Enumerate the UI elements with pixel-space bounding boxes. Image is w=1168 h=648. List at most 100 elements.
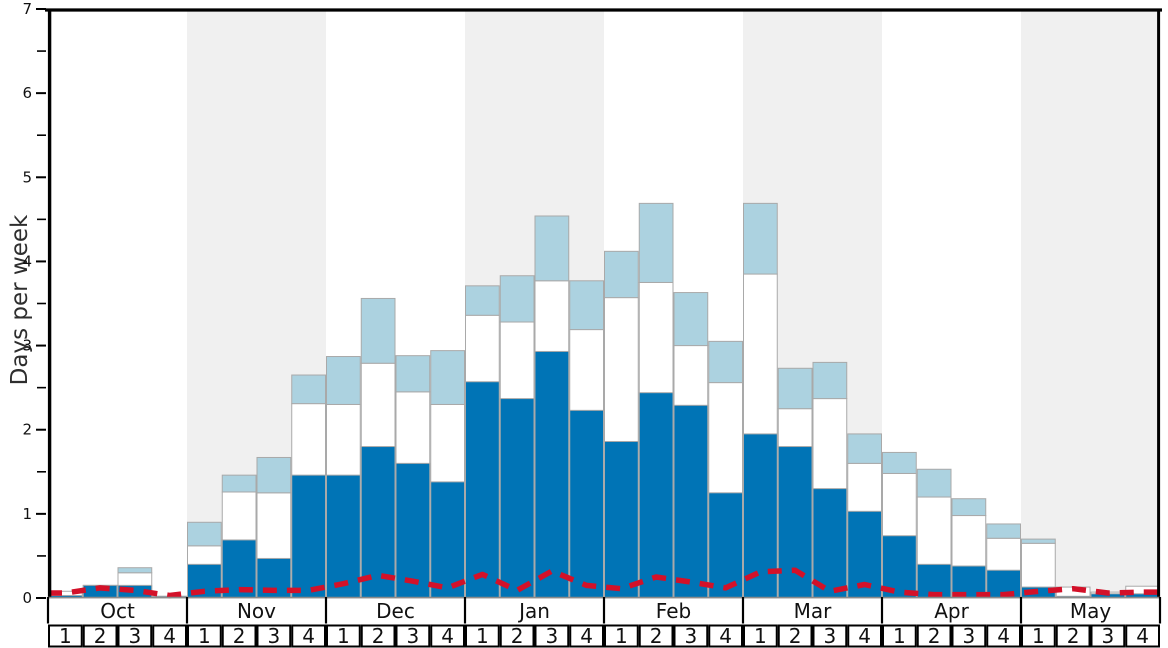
week-label: 2 (928, 624, 941, 648)
week-cell (291, 624, 326, 648)
bar-segment-light-blue (638, 202, 674, 283)
week-label: 2 (233, 624, 246, 648)
bar-segment-light-blue (569, 280, 604, 331)
week-cell (1021, 624, 1056, 648)
bar-segment-light-blue (847, 433, 882, 464)
week-label: 2 (789, 624, 802, 648)
bar-segment-light-blue (534, 215, 570, 282)
y-tick-label: 1 (22, 505, 32, 523)
week-cell (117, 624, 153, 648)
week-cell (1090, 624, 1126, 648)
week-label: 3 (129, 624, 142, 648)
week-cell (152, 624, 187, 648)
bar-segment-light-blue (673, 292, 709, 347)
week-label: 3 (824, 624, 837, 648)
week-label: 2 (511, 624, 524, 648)
bar-segment-dark-blue (499, 398, 535, 599)
week-label: 4 (719, 624, 732, 648)
week-label: 3 (1102, 624, 1115, 648)
bar-segment-dark-blue (673, 404, 709, 599)
red-dashed-line (48, 567, 1160, 599)
week-cell (604, 624, 639, 648)
week-cell (465, 624, 500, 648)
week-cell (430, 624, 465, 648)
bar-segment-light-blue (708, 340, 743, 384)
bar-segment-light-blue (187, 521, 222, 547)
week-cell (777, 624, 813, 648)
month-band (1021, 9, 1160, 598)
week-label: 4 (997, 624, 1010, 648)
bar-segment-light-blue (812, 361, 848, 400)
bar-segment-dark-blue (882, 535, 917, 599)
y-tick-label: 6 (22, 84, 32, 102)
bar-segment-dark-blue (326, 474, 361, 599)
bar-segment-dark-blue (395, 462, 431, 599)
bar-segment-dark-blue (708, 492, 743, 599)
y-tick-label: 4 (22, 252, 32, 270)
week-cell (847, 624, 882, 648)
bar-segment-dark-blue (360, 446, 396, 599)
bar-segment-light-blue (499, 275, 535, 323)
month-label: Oct (100, 599, 135, 623)
y-tick-label: 2 (22, 421, 32, 439)
week-cell (82, 624, 118, 648)
bar-segment-light-blue (326, 356, 361, 405)
bar-segment-light-blue (916, 468, 952, 498)
week-cell (916, 624, 952, 648)
week-label: 2 (650, 624, 663, 648)
week-cell (638, 624, 674, 648)
month-label: Feb (656, 599, 691, 623)
week-label: 3 (268, 624, 281, 648)
week-cell (569, 624, 604, 648)
bar-segment-light-blue (465, 285, 500, 316)
bar-segment-light-blue (395, 355, 431, 393)
week-cell (395, 624, 431, 648)
bar-segment-dark-blue (465, 381, 500, 599)
bar-segment-dark-blue (812, 488, 848, 599)
month-label: May (1070, 599, 1112, 623)
week-label: 4 (441, 624, 454, 648)
bar-segment-dark-blue (569, 409, 604, 599)
week-label: 1 (615, 624, 628, 648)
bar-segment-dark-blue (534, 350, 570, 599)
week-label: 2 (1067, 624, 1080, 648)
week-label: 4 (302, 624, 315, 648)
bar-segment-light-blue (951, 498, 987, 517)
month-label: Nov (237, 599, 276, 623)
bar-segment-light-blue (986, 523, 1021, 539)
bar-segment-light-blue (117, 567, 153, 574)
bar-segment-light-blue (360, 297, 396, 364)
bar-segment-light-blue (604, 250, 639, 299)
y-tick-label: 3 (22, 337, 32, 355)
week-label: 3 (407, 624, 420, 648)
week-cell (48, 624, 83, 648)
bar-segment-dark-blue (291, 474, 326, 599)
week-label: 4 (163, 624, 176, 648)
week-label: 2 (372, 624, 385, 648)
week-label: 3 (963, 624, 976, 648)
week-label: 1 (476, 624, 489, 648)
week-cell (326, 624, 361, 648)
bar-segment-dark-blue (604, 440, 639, 599)
bar-segment-light-blue (291, 374, 326, 405)
week-label: 4 (580, 624, 593, 648)
week-label: 4 (1136, 624, 1149, 648)
week-label: 1 (893, 624, 906, 648)
week-cell (256, 624, 292, 648)
week-label: 3 (546, 624, 559, 648)
bar-segment-light-blue (743, 202, 778, 275)
bar-segment-light-blue (777, 367, 813, 410)
week-cell (743, 624, 778, 648)
week-cell (221, 624, 257, 648)
week-label: 2 (94, 624, 107, 648)
y-tick-label: 5 (22, 168, 32, 186)
bar-segment-light-blue (256, 456, 292, 494)
y-tick-label: 0 (22, 589, 32, 607)
week-cell (534, 624, 570, 648)
week-cell (882, 624, 917, 648)
week-cell (360, 624, 396, 648)
bar-segment-light-blue (882, 451, 917, 474)
week-cell (673, 624, 709, 648)
